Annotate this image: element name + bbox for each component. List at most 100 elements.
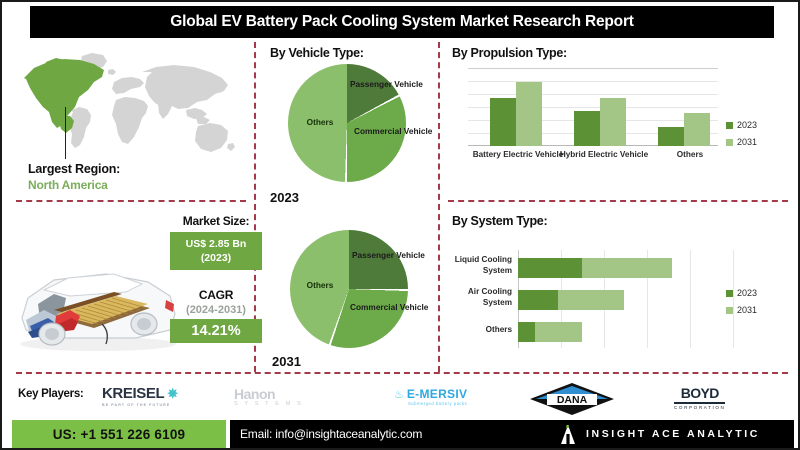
propulsion-category-label-2: Others [676,150,704,159]
segment-2031 [582,258,672,278]
hanon-name: Hanon [234,386,276,402]
system-category-label-0: Liquid Cooling System [454,255,512,275]
market-size-title: Market Size: [182,214,250,228]
cagr-title: CAGR [198,288,234,302]
emersiv-name: E-MERSIV [406,387,468,401]
system-bar-chart [518,250,734,348]
market-size-block: Market Size: US$ 2.85 Bn (2023) [170,214,262,271]
propulsion-bar-chart [468,68,718,146]
bar-2023 [574,111,600,146]
page-title: Global EV Battery Pack Cooling System Ma… [170,13,634,30]
largest-region-block: Largest Region: North America [28,162,228,192]
pie-2031-label-commercial: Commercial Vehicle [350,302,429,312]
legend-label-2031: 2031 [737,137,758,147]
svg-text:DANA: DANA [557,394,588,406]
boyd-rule [674,402,726,404]
system-legend: 2023 2031 [726,288,757,322]
cagr-block: CAGR (2024-2031) 14.21% [170,288,262,343]
pie-chart-2031 [290,230,408,348]
legend-label-2031: 2031 [737,305,758,315]
segment-2023 [518,290,558,310]
gridline [647,250,648,348]
legend-swatch-2031-icon [726,138,733,146]
bar-group-others [658,113,710,146]
insight-ace-mark-icon [560,424,576,444]
legend-swatch-2031-icon [726,306,733,314]
system-type-title: By System Type: [452,214,548,228]
gridline [468,81,718,82]
boyd-name: BOYD [680,385,720,401]
bar-2023 [490,98,516,146]
divider-horizontal-left [16,200,246,202]
ev-car-illustration [10,246,185,358]
footer-brand-block: INSIGHT ACE ANALYTIC [560,420,760,448]
logo-hanon: Hanon S Y S T E M S [234,386,303,407]
map-pointer-line [65,107,66,159]
propulsion-legend: 2023 2031 [726,120,757,154]
market-size-year: (2023) [200,252,232,265]
legend-swatch-2023-icon [726,121,733,129]
divider-horizontal-bottom [16,372,788,374]
bar-row-others [518,322,582,342]
segment-2031 [558,290,624,310]
bar-group-hybrid-electric-vehicle [574,98,626,146]
segment-2023 [518,258,582,278]
footer-bar: Email: info@insightaceanalytic.com INSIG… [230,420,794,448]
pie-chart-2023 [288,64,406,182]
system-category-label-2: Others [485,325,512,334]
segment-2031 [535,322,582,342]
pie-2031-year: 2031 [272,354,301,369]
world-map [10,48,248,160]
gridline [690,250,691,348]
legend-item-2023: 2023 [726,120,757,130]
segment-2023 [518,322,535,342]
cagr-value: 14.21% [170,319,262,343]
bar-group-battery-electric-vehicle [490,82,542,146]
propulsion-category-label-1: Hybrid Electric Vehicle [559,150,649,159]
hanon-tagline: S Y S T E M S [234,401,304,407]
emersiv-tagline: Submerged battery packs [408,401,468,406]
pie-2023-label-commercial: Commercial Vehicle [354,126,433,136]
cagr-period: (2024-2031) [186,304,246,316]
footer-phone[interactable]: US: +1 551 226 6109 [12,420,226,448]
legend-item-2031: 2031 [726,305,757,315]
pie-2031-label-others: Others [306,280,334,290]
propulsion-plot-area [468,68,718,146]
gridline [733,250,734,348]
gridline [468,94,718,95]
kreisel-tagline: BE PART OF THE FUTURE [102,403,171,407]
system-category-label-1: Air Cooling System [467,287,512,307]
legend-swatch-2023-icon [726,289,733,297]
bar-row-air-cooling-system [518,290,624,310]
emersiv-drop-icon: ♨ [394,388,404,401]
gridline [468,68,718,69]
bar-2031 [684,113,710,146]
divider-vertical-right [438,42,440,372]
largest-region-label: Largest Region: [28,162,121,176]
boyd-tagline: CORPORATION [674,404,726,410]
footer-email[interactable]: Email: info@insightaceanalytic.com [240,427,423,441]
logo-kreisel: KREISEL ✵ BE PART OF THE FUTURE [102,385,178,407]
pie-2023-label-others: Others [306,117,334,127]
propulsion-category-label-0: Battery Electric Vehicle [472,150,564,159]
kreisel-star-icon: ✵ [167,386,178,401]
pie-2023-label-passenger: Passenger Vehicle [350,79,423,89]
divider-horizontal-right [448,200,788,202]
header-banner: Global EV Battery Pack Cooling System Ma… [30,6,774,38]
bar-row-liquid-cooling-system [518,258,672,278]
dana-diamond-icon: DANA [530,383,614,415]
logo-dana: DANA [529,382,615,421]
bar-2031 [516,82,542,146]
pie-2023-year: 2023 [270,190,299,205]
bar-2023 [658,127,684,146]
legend-label-2023: 2023 [737,288,758,298]
logo-boyd: BOYD CORPORATION [674,385,726,410]
bar-2031 [600,98,626,146]
kreisel-name: KREISEL [102,385,165,402]
vehicle-type-title: By Vehicle Type: [270,46,364,60]
logo-emersiv: ♨ E-MERSIV Submerged battery packs [394,387,467,406]
legend-item-2031: 2031 [726,137,757,147]
gridline [468,107,718,108]
market-size-pill: US$ 2.85 Bn (2023) [170,232,262,271]
